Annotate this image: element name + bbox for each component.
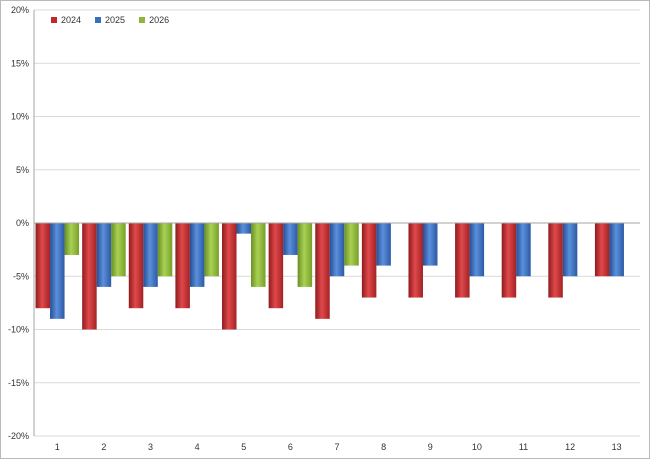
bar-2025-cat-1 — [50, 223, 65, 319]
bar-2025-cat-9 — [422, 223, 438, 266]
y-tick-label: -10% — [8, 325, 29, 335]
bar-2024-cat-10 — [455, 223, 470, 298]
bar-2024-cat-8 — [361, 223, 377, 298]
axes: 20%15%10%5%0%-5%-10%-15%-20%1 2 3 4 5 6 7 8 9 10 1… — [8, 5, 640, 452]
x-tick-label: 13 — [612, 442, 622, 452]
legend: 2024 2025 2026 — [51, 15, 169, 25]
x-tick-label: 10 — [472, 442, 482, 452]
y-tick-label: 10% — [11, 112, 29, 122]
bar-2024-cat-3 — [128, 223, 144, 309]
y-tick-label: 5% — [16, 165, 29, 175]
bars — [35, 223, 624, 330]
bar-2025-cat-8 — [376, 223, 391, 266]
y-tick-label: -20% — [8, 431, 29, 441]
bar-2024-cat-4 — [175, 223, 190, 309]
bar-2025-cat-7 — [329, 223, 345, 277]
bar-2024-cat-9 — [408, 223, 423, 298]
bar-2025-cat-11 — [516, 223, 531, 277]
bar-2024-cat-7 — [315, 223, 330, 319]
bar-2024-cat-6 — [268, 223, 284, 309]
bar-2024-cat-5 — [222, 223, 237, 330]
x-tick-label: 8 — [381, 442, 386, 452]
bar-2025-cat-5 — [236, 223, 252, 234]
bar-2025-cat-4 — [189, 223, 205, 287]
legend-item-2024: 2024 — [51, 15, 81, 25]
x-tick-label: 5 — [241, 442, 246, 452]
x-tick-label: 11 — [519, 442, 528, 452]
bar-2026-cat-5 — [251, 223, 266, 287]
bar-2026-cat-4 — [204, 223, 219, 277]
bar-2026-cat-1 — [64, 223, 80, 255]
legend-item-2026: 2026 — [139, 15, 169, 25]
bar-2025-cat-2 — [96, 223, 112, 287]
bar-2024-cat-13 — [594, 223, 610, 277]
x-tick-label: 3 — [148, 442, 153, 452]
legend-item-2025: 2025 — [95, 15, 125, 25]
bar-2025-cat-6 — [283, 223, 298, 255]
x-tick-label: 7 — [334, 442, 339, 452]
legend-swatch-2026 — [139, 17, 146, 23]
bar-2026-cat-3 — [157, 223, 173, 277]
y-tick-label: -15% — [8, 378, 29, 388]
x-tick-label: 4 — [195, 442, 200, 452]
legend-label-2024: 2024 — [61, 15, 82, 25]
bar-2025-cat-13 — [609, 223, 624, 277]
legend-swatch-2025 — [95, 17, 102, 23]
x-tick-label: 12 — [565, 442, 575, 452]
bar-2024-cat-12 — [548, 223, 563, 298]
bar-2024-cat-1 — [35, 223, 51, 309]
bar-2025-cat-10 — [469, 223, 485, 277]
legend-label-2025: 2025 — [105, 15, 126, 25]
x-tick-label: 6 — [288, 442, 293, 452]
bar-2026-cat-6 — [297, 223, 313, 287]
legend-swatch-2024 — [51, 17, 57, 23]
y-tick-label: -5% — [13, 271, 29, 281]
bar-2026-cat-2 — [111, 223, 126, 277]
y-tick-label: 15% — [11, 58, 29, 68]
y-tick-label: 0% — [16, 218, 29, 228]
x-tick-label: 9 — [428, 442, 433, 452]
x-tick-label: 2 — [101, 442, 106, 452]
bar-2024-cat-11 — [501, 223, 517, 298]
x-tick-label: 1 — [55, 442, 60, 452]
bar-2026-cat-7 — [344, 223, 359, 266]
y-tick-label: 20% — [11, 5, 29, 15]
bar-2025-cat-3 — [143, 223, 158, 287]
legend-label-2026: 2026 — [149, 15, 170, 25]
bar-2024-cat-2 — [82, 223, 97, 330]
bar-2025-cat-12 — [562, 223, 578, 277]
